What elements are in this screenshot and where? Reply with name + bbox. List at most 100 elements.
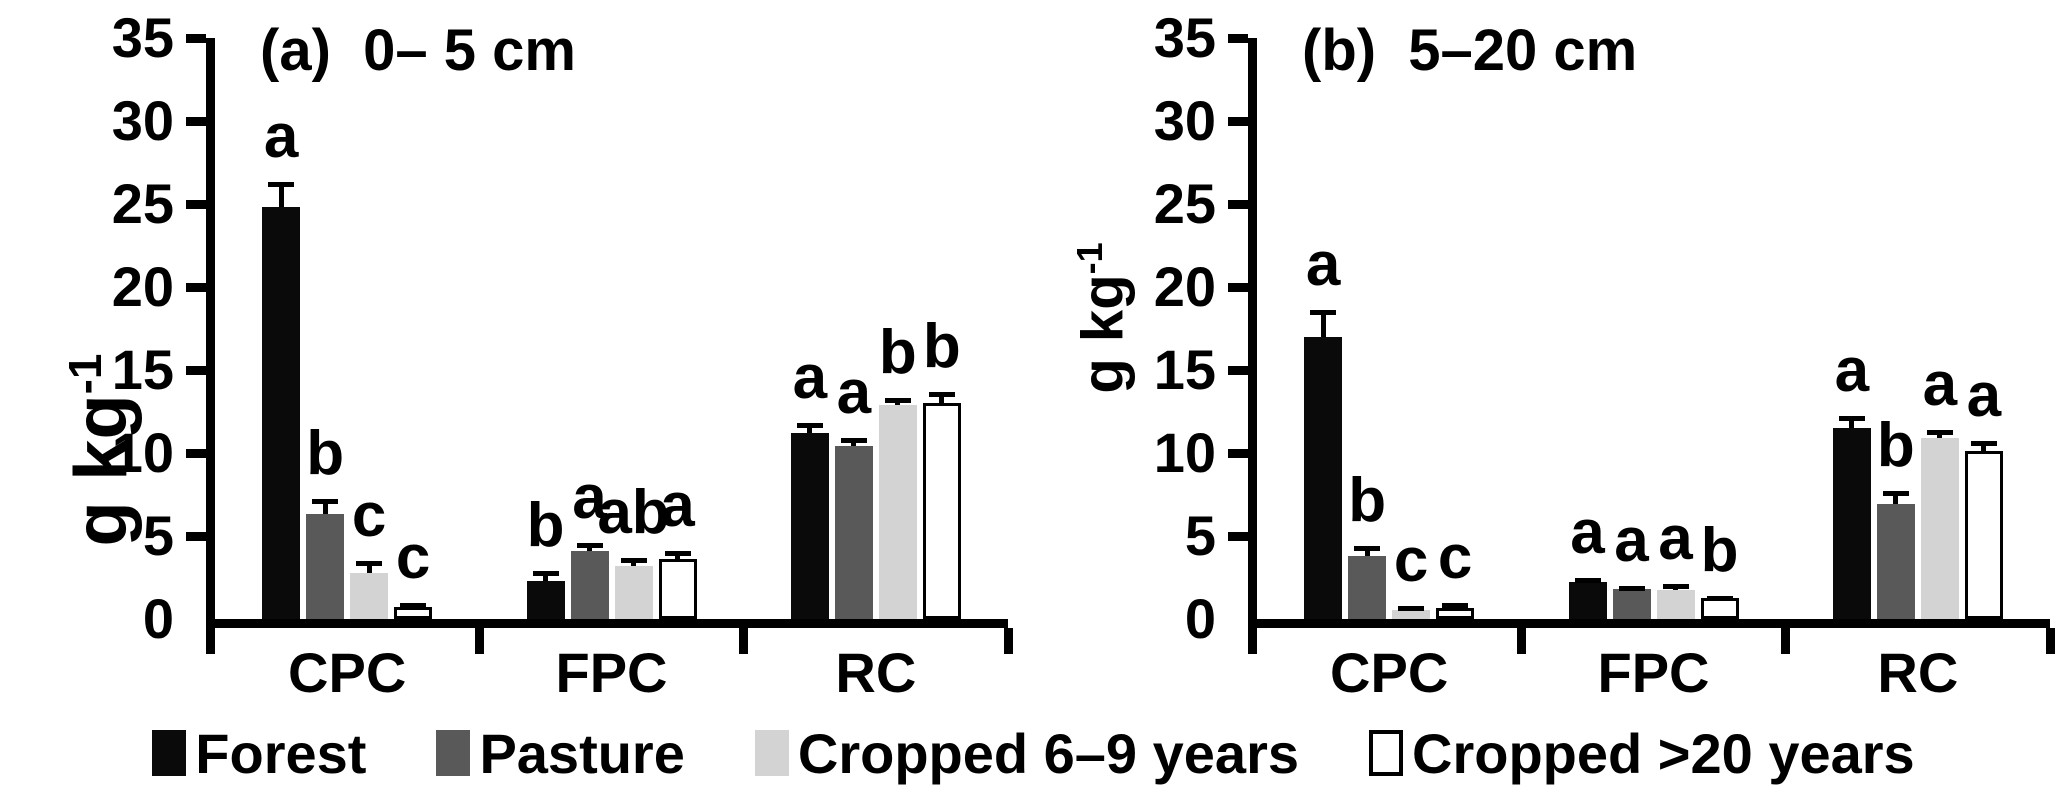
y-tick-label: 25 — [111, 172, 174, 235]
y-tick-label: 5 — [1184, 504, 1216, 567]
significance-letter: b — [1348, 465, 1387, 535]
error-bar-cap — [1706, 595, 1733, 601]
bar-cropped-20-years-rc — [922, 403, 961, 619]
bar-pasture-fpc — [570, 551, 609, 619]
bar-cropped-20-years-fpc — [1700, 598, 1739, 619]
x-tick-mark — [206, 628, 215, 654]
bar-forest-rc — [790, 433, 829, 619]
significance-letter: a — [660, 470, 695, 540]
error-bar-cap — [1838, 416, 1865, 422]
bar-cropped-20-years-fpc — [658, 559, 697, 619]
y-tick-mark — [1228, 365, 1248, 375]
category-label-cpc: CPC — [1330, 641, 1449, 704]
error-bar-cap — [1574, 577, 1601, 583]
error-bar-cap — [664, 550, 691, 556]
plot-area: a b a b a a c ab b c a b — [206, 38, 1008, 628]
bar-pasture-rc — [1876, 504, 1915, 619]
significance-letter: a — [263, 102, 299, 172]
significance-letter: c — [395, 523, 431, 593]
y-tick-label: 30 — [111, 89, 174, 152]
y-tick-label: 20 — [111, 255, 174, 318]
y-tick-label: 5 — [142, 504, 174, 567]
x-tick-mark — [474, 628, 484, 654]
bar-forest-cpc — [1304, 337, 1343, 619]
bar-forest-fpc — [526, 581, 565, 619]
error-bar — [322, 499, 328, 515]
significance-letter: a — [572, 462, 607, 532]
y-tick-mark — [1228, 282, 1248, 292]
y-tick-mark — [186, 282, 206, 292]
significance-letter: a — [1305, 230, 1341, 300]
error-bar-cap — [1970, 441, 1997, 447]
significance-letter: a — [792, 343, 828, 413]
legend-item-pasture: Pasture — [436, 721, 685, 786]
y-tick-mark — [1228, 33, 1248, 43]
error-bar-cap — [928, 391, 955, 397]
significance-letter: c — [1437, 523, 1473, 593]
bar-cropped-6-9-years-fpc — [614, 566, 653, 619]
y-tick-mark — [186, 199, 206, 209]
error-bar-cap — [400, 603, 427, 609]
error-bar — [1320, 310, 1326, 337]
y-tick-label: 35 — [1153, 6, 1216, 69]
bar-cropped-6-9-years-cpc — [1392, 610, 1431, 619]
bar-forest-fpc — [1568, 582, 1607, 619]
y-tick-mark — [186, 531, 206, 541]
significance-letter: ab — [597, 477, 670, 547]
legend-label: Forest — [195, 721, 367, 785]
panel-title: (a) 0– 5 cm — [260, 18, 576, 83]
legend-item-cropped-20-years: Cropped >20 years — [1369, 721, 1915, 786]
error-bar-cap — [796, 423, 823, 429]
legend-swatch-cropped-6-9-years — [754, 730, 789, 776]
y-tick-label: 30 — [1153, 89, 1216, 152]
error-bar — [1893, 491, 1899, 505]
y-tick-mark — [186, 116, 206, 126]
y-tick-label: 25 — [1153, 172, 1216, 235]
error-bar-cap — [1618, 585, 1645, 591]
significance-letter: b — [306, 419, 345, 489]
bar-pasture-rc — [834, 446, 873, 619]
y-tick-mark — [1228, 531, 1248, 541]
x-tick-mark — [739, 628, 749, 654]
y-tick-mark — [186, 365, 206, 375]
bar-cropped-20-years-cpc — [394, 607, 433, 619]
error-bar-cap — [620, 557, 647, 563]
category-label-fpc: FPC — [555, 641, 668, 704]
x-tick-mark — [1003, 628, 1013, 654]
bar-forest-rc — [1832, 428, 1871, 619]
y-tick-mark — [1228, 116, 1248, 126]
error-bar-cap — [1442, 603, 1469, 609]
error-bar-cap — [840, 438, 867, 444]
legend-swatch-pasture — [436, 730, 471, 776]
significance-letter: a — [1834, 336, 1870, 406]
bar-cropped-6-9-years-cpc — [350, 573, 389, 619]
legend: Forest Pasture Cropped 6–9 years Cropped… — [0, 708, 2067, 798]
bar-pasture-fpc — [1612, 589, 1651, 619]
error-bar-cap — [1926, 429, 1953, 435]
error-bar-cap — [1882, 491, 1909, 497]
error-bar-cap — [312, 499, 339, 505]
error-bar — [366, 560, 372, 573]
legend-swatch-cropped-20-years — [1369, 730, 1404, 776]
panel-title: (b) 5–20 cm — [1302, 18, 1638, 83]
y-tick-label: 0 — [142, 587, 174, 650]
category-label-rc: RC — [835, 641, 917, 704]
significance-letter: a — [1570, 497, 1605, 567]
significance-letter: b — [1876, 411, 1915, 481]
error-bar-cap — [576, 542, 603, 548]
panel-a: g kg-1 (a) 0– 5 cm 35 30 25 20 15 10 5 0 CPC FPC R… — [0, 0, 1034, 704]
legend-label: Cropped 6–9 years — [797, 721, 1300, 785]
bar-cropped-6-9-years-rc — [878, 405, 917, 619]
y-tick-mark — [186, 33, 206, 43]
significance-letter: b — [1700, 515, 1739, 585]
significance-letter: a — [1658, 504, 1693, 574]
y-tick-mark — [186, 448, 206, 458]
error-bar-cap — [268, 182, 295, 188]
bar-cropped-6-9-years-fpc — [1656, 590, 1695, 619]
y-tick-label: 0 — [1184, 587, 1216, 650]
significance-letter: a — [836, 358, 872, 428]
x-tick-mark — [1516, 628, 1526, 654]
error-bar-cap — [1354, 545, 1381, 551]
